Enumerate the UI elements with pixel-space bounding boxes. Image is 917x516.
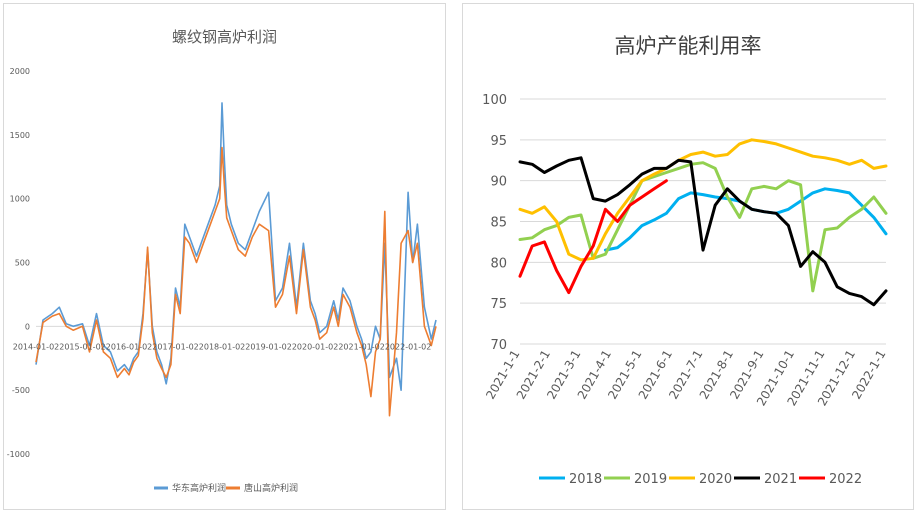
legend-label: 2022 (829, 472, 862, 487)
y-tick-label: 1000 (10, 195, 30, 204)
legend-label: 2021 (764, 472, 797, 487)
y-tick-label: 1500 (10, 131, 30, 140)
legend-label: 唐山高炉利润 (244, 482, 298, 494)
y-tick-label: 75 (490, 297, 507, 312)
x-tick-label: 2020-01-02 (292, 342, 339, 351)
chart-title: 螺纹钢高炉利润 (171, 28, 277, 46)
blast-furnace-profit-chart: 2000 1500 1000 500 0 -500 -1000 2014-01-02 2015-… (7, 67, 437, 494)
x-tick-label: 2021-01-02 (338, 342, 385, 351)
legend-label: 华东高炉利润 (172, 482, 226, 494)
chart-title: 高炉产能利用率 (614, 34, 762, 58)
x-tick-label: 2015-01-02 (59, 342, 106, 351)
legend-label: 2018 (569, 472, 602, 487)
x-tick-label: 2017-01-02 (152, 342, 199, 351)
x-tick-label: 2016-01-02 (106, 342, 153, 351)
series-line (603, 187, 888, 252)
series-line (518, 138, 888, 262)
legend-label: 2019 (634, 472, 667, 487)
capacity-utilization-chart: 1009590858075702021-1-12021-2-12021-3-12… (482, 93, 888, 487)
series-line (35, 102, 437, 392)
y-tick-label: -1000 (7, 450, 30, 459)
series-line (35, 146, 437, 417)
y-tick-label: 80 (490, 256, 507, 271)
series-line (518, 161, 888, 293)
series-line (518, 179, 668, 295)
y-tick-label: 500 (15, 259, 30, 268)
y-tick-label: 2000 (10, 67, 30, 76)
x-tick-label: 2018-01-02 (199, 342, 246, 351)
x-tick-label: 2022-01-02 (385, 342, 432, 351)
chart-panel-left: 螺纹钢高炉利润 2000 1500 1000 500 0 -500 -1000 2014-01… (3, 3, 446, 510)
y-tick-label: 90 (490, 175, 507, 190)
y-tick-label: 95 (490, 134, 507, 149)
x-tick-label: 2014-01-02 (13, 342, 60, 351)
y-tick-label: 70 (490, 338, 507, 353)
y-tick-label: -500 (12, 386, 30, 395)
x-tick-label: 2019-01-02 (245, 342, 292, 351)
chart-panel-right: 高炉产能利用率 100 95 90 85 80 75 70 2021-1-1 2021-2-1 2… (462, 3, 914, 510)
y-tick-label: 0 (25, 322, 30, 331)
legend-label: 2020 (699, 472, 732, 487)
series-line (518, 156, 888, 307)
y-tick-label: 85 (490, 216, 507, 231)
y-tick-label: 100 (482, 93, 507, 108)
